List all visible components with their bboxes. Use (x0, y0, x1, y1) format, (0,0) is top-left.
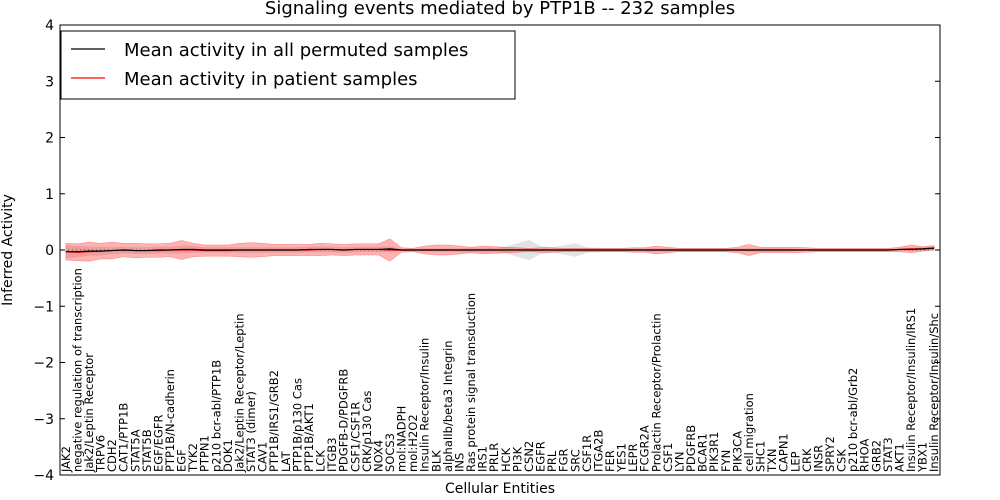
y-tick-label: 4 (45, 18, 54, 34)
category-label: YBX1 (916, 442, 930, 473)
category-label: ITGA2B (591, 429, 605, 472)
category-label: EGF/EGFR (151, 415, 165, 472)
category-label: CSF1 (661, 443, 675, 472)
category-label: IRS1 (476, 446, 490, 472)
category-label: LEP (788, 451, 802, 472)
category-label: HCK (499, 447, 513, 472)
category-label: Jak2/Leptin Receptor/Leptin (232, 314, 246, 473)
category-label: GRB2 (869, 440, 883, 472)
category-label: Insulin Receptor/Insulin/Shc (927, 313, 941, 472)
category-label: YES1 (615, 443, 629, 473)
category-label: CDH2 (105, 439, 119, 472)
category-label: ITGB3 (325, 437, 339, 472)
category-label: CAT1/PTP1B (117, 403, 131, 472)
y-tick-label: 2 (45, 131, 54, 147)
y-tick-label: −2 (33, 356, 54, 372)
category-label: LCK (314, 450, 328, 472)
category-label: STAT3 (dimer) (244, 391, 258, 472)
category-label: CSK (835, 449, 849, 472)
category-label: TRPV6 (94, 435, 108, 473)
category-label: LEPR (626, 443, 640, 472)
category-label: p210 bcr-abl/Grb2 (846, 368, 860, 472)
y-tick-label: 1 (45, 187, 54, 203)
category-label: Insulin Receptor/Insulin (418, 338, 432, 472)
legend-box (60, 30, 516, 100)
category-label: cell migration (742, 393, 756, 472)
legend-label-permuted: Mean activity in all permuted samples (124, 40, 468, 61)
category-label: FGR (557, 448, 571, 472)
category-label: NOX4 (371, 440, 385, 472)
category-label: FYN (719, 450, 733, 472)
category-label: SOCS3 (383, 433, 397, 472)
category-label: TYK2 (186, 443, 200, 473)
category-label: alphaIIb/beta3 Integrin (441, 340, 455, 472)
y-ticks: 4 3 2 1 0 −1 −2 −3 −4 (33, 18, 940, 484)
y-tick-label: −3 (33, 412, 54, 428)
category-label: CAPN1 (777, 433, 791, 472)
category-label: PTP1B/p130 Cas (290, 378, 304, 472)
category-label: LAT (279, 450, 293, 472)
category-label: PRLR (487, 443, 501, 472)
category-label: STAT5B (140, 429, 154, 472)
category-label: EGF (175, 449, 189, 472)
category-label: PTP1B/IRS1/GRB2 (267, 370, 281, 472)
category-label: SHC1 (754, 441, 768, 472)
category-label: CRK (800, 448, 814, 472)
category-label: CSF1R (580, 435, 594, 472)
category-label: STAT3 (881, 437, 895, 472)
y-tick-label: 3 (45, 74, 54, 90)
category-label: INSR (811, 445, 825, 472)
category-label: CSN2 (522, 441, 536, 472)
lines (60, 247, 940, 253)
category-label: CAV1 (256, 442, 270, 472)
category-label: PTP1B/AKT1 (302, 403, 316, 472)
category-label: mol:NADPH (395, 406, 409, 472)
category-label: TXN (765, 448, 779, 473)
y-tick-label: −4 (33, 468, 54, 484)
category-label: PTPN1 (198, 435, 212, 472)
category-label: PDGFB-D/PDGFRB (337, 369, 351, 472)
legend-label-patient: Mean activity in patient samples (124, 69, 418, 90)
category-label: negative regulation of transcription (70, 268, 84, 472)
chart-title: Signaling events mediated by PTP1B -- 23… (265, 0, 735, 19)
category-label: BLK (429, 450, 443, 472)
y-tick-label: −1 (33, 299, 54, 315)
category-label: CRK/p130 Cas (360, 391, 374, 472)
category-label: FCGR2A (638, 425, 652, 472)
category-label: DOK1 (221, 439, 235, 472)
category-label: Prolactin Receptor/Prolactin (649, 313, 663, 472)
category-label: RHOA (858, 439, 872, 472)
category-label: SPRY2 (823, 436, 837, 472)
category-label: AKT1 (892, 443, 906, 472)
category-label: EGFR (534, 441, 548, 472)
y-tick-label: 0 (45, 243, 54, 259)
category-label: PDGFRB (684, 425, 698, 472)
category-label: Jak2/Leptin Receptor (82, 353, 96, 473)
category-label: PI3K (510, 446, 524, 472)
category-label: CSF1/CSF1R (348, 402, 362, 472)
category-label: p210 bcr-abl/PTP1B (209, 360, 223, 472)
category-label: PIK3CA (730, 431, 744, 472)
category-label: LYN (672, 451, 686, 472)
legend: Mean activity in all permuted samples Me… (60, 30, 516, 100)
category-label: Ras protein signal transduction (464, 293, 478, 472)
category-label: BCAR1 (696, 433, 710, 472)
category-label: PRL (545, 450, 559, 472)
category-label: INS (452, 453, 466, 472)
category-label: Insulin Receptor/Insulin/IRS1 (904, 308, 918, 472)
category-label: mol:H2O2 (406, 414, 420, 472)
category-label: SRC (568, 449, 582, 472)
category-label: PIK3R1 (707, 431, 721, 472)
x-axis-title: Cellular Entities (445, 481, 555, 497)
y-axis-title: Inferred Activity (0, 194, 16, 306)
category-label: FER (603, 450, 617, 472)
category-label: JAK2 (59, 446, 73, 473)
category-label: STAT5A (128, 429, 142, 472)
category-label: PTP1B/N-cadherin (163, 369, 177, 472)
